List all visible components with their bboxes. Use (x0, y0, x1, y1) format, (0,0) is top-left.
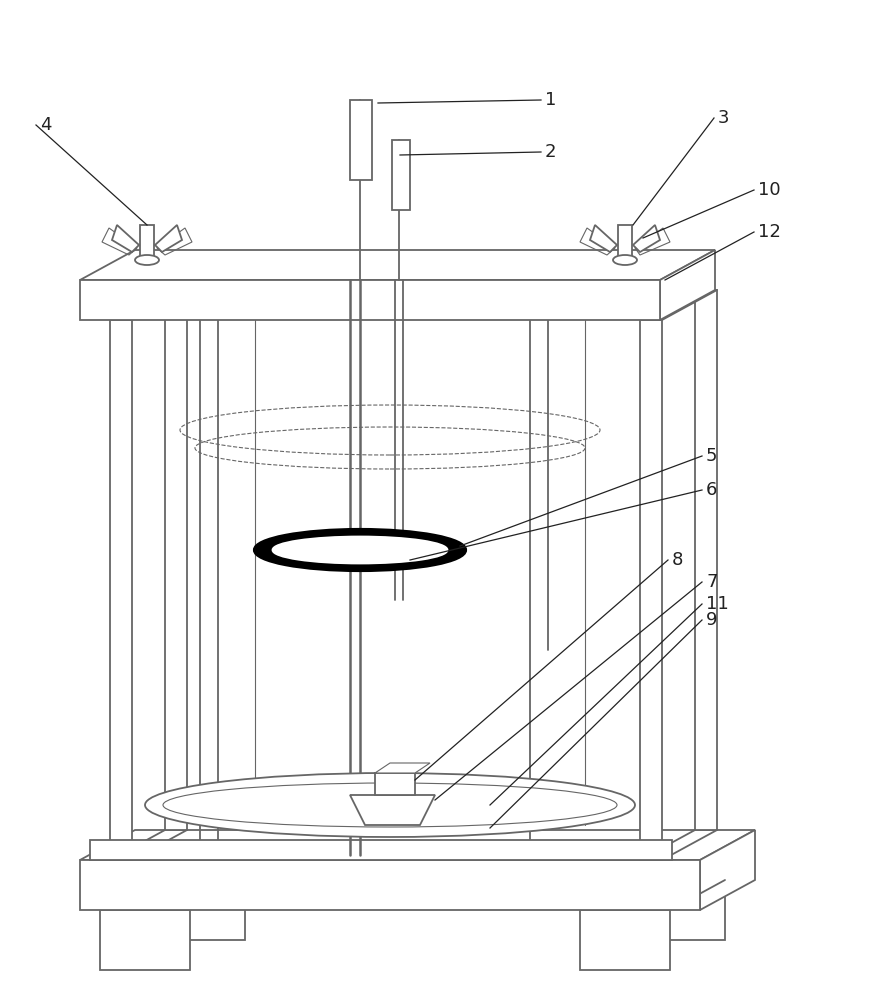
Text: 11: 11 (706, 595, 729, 613)
Ellipse shape (273, 537, 447, 563)
Bar (165, 290, 187, 830)
Polygon shape (350, 795, 435, 825)
Bar (80, 860, 700, 910)
Text: 4: 4 (40, 116, 52, 134)
Ellipse shape (135, 255, 159, 265)
Bar (100, 910, 190, 970)
Bar (140, 225, 154, 260)
Polygon shape (155, 225, 182, 252)
Text: 10: 10 (758, 181, 780, 199)
Ellipse shape (255, 530, 465, 570)
Text: 2: 2 (545, 143, 557, 161)
Text: 9: 9 (706, 611, 718, 629)
Polygon shape (660, 250, 715, 320)
Polygon shape (633, 225, 660, 252)
Polygon shape (375, 763, 430, 773)
Polygon shape (80, 250, 715, 280)
Bar (695, 290, 717, 830)
Bar (618, 225, 632, 260)
Bar (640, 320, 662, 860)
Polygon shape (112, 225, 139, 252)
Ellipse shape (163, 783, 617, 827)
Text: 7: 7 (706, 573, 718, 591)
Bar (155, 880, 245, 940)
Bar (392, 140, 410, 210)
Bar (110, 320, 132, 860)
Polygon shape (700, 830, 755, 910)
Bar (350, 100, 372, 180)
Text: 3: 3 (718, 109, 730, 127)
Bar (80, 280, 660, 320)
Bar (635, 880, 725, 940)
Ellipse shape (613, 255, 637, 265)
Text: 6: 6 (706, 481, 718, 499)
Polygon shape (80, 830, 755, 860)
Text: 5: 5 (706, 447, 718, 465)
Text: 1: 1 (545, 91, 557, 109)
Ellipse shape (145, 773, 635, 837)
Text: 8: 8 (672, 551, 683, 569)
Polygon shape (590, 225, 617, 252)
Bar (90, 840, 672, 860)
Text: 12: 12 (758, 223, 780, 241)
Bar (375, 773, 415, 795)
Bar (580, 910, 670, 970)
